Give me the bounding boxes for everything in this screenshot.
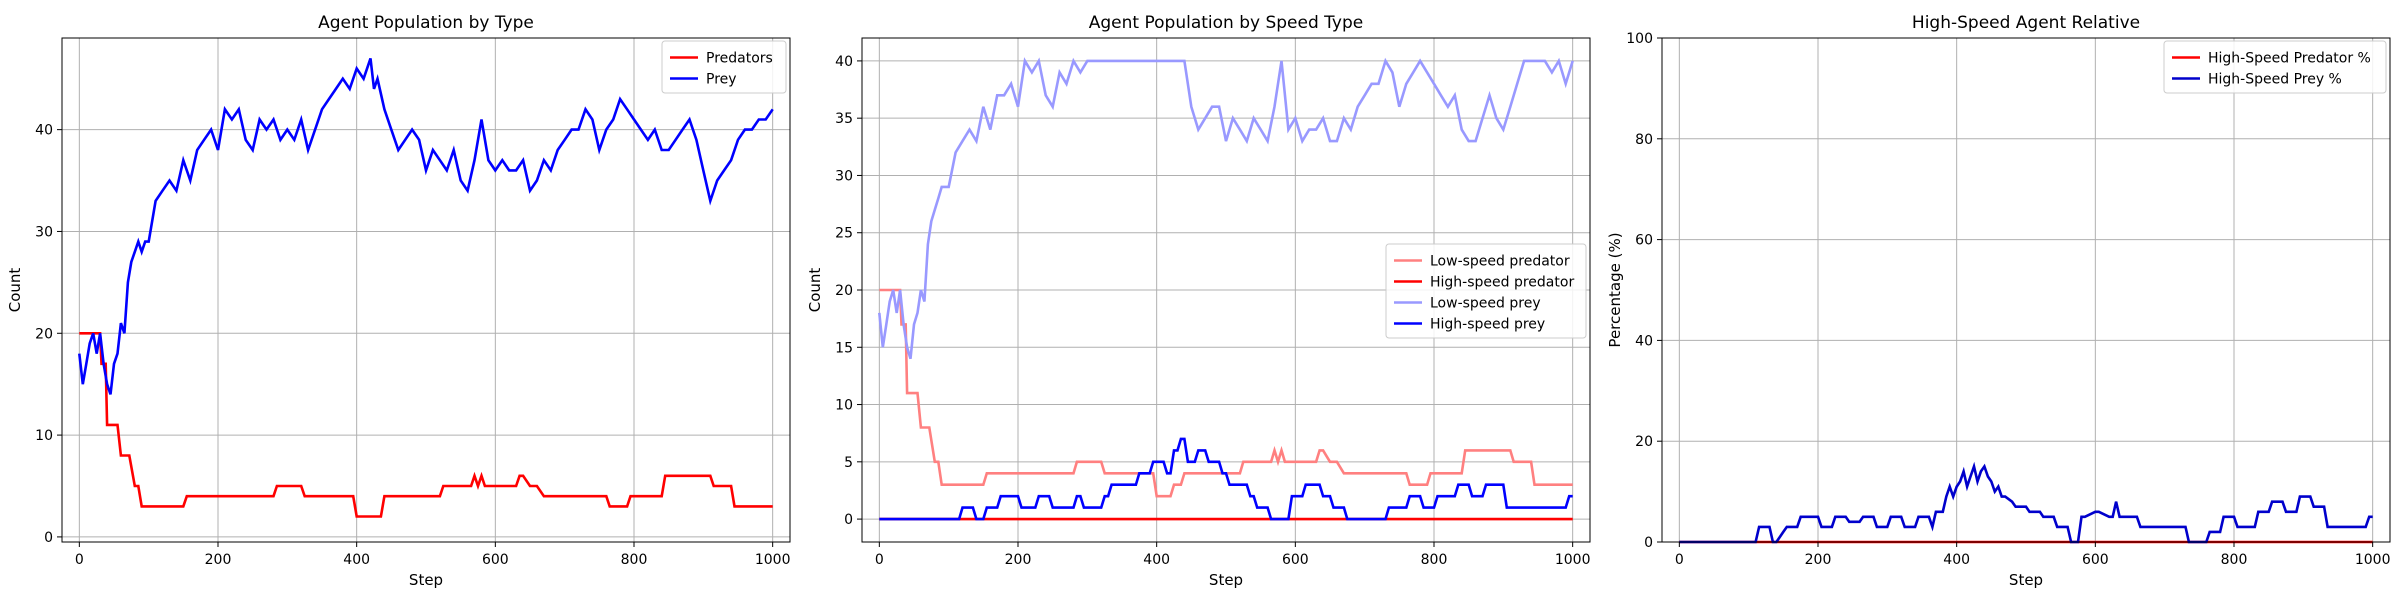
y-tick-label: 20 [35,326,53,342]
x-tick-label: 600 [2082,552,2109,568]
plot-frame [1661,37,2391,543]
y-tick-label: 20 [835,283,853,299]
legend-label: Low-speed prey [1430,296,1541,312]
x-tick-label: 0 [1675,552,1684,568]
y-tick-label: 40 [835,54,853,70]
x-tick-label: 0 [875,552,884,568]
series-line-3 [879,437,1573,521]
y-tick-label: 80 [1635,132,1653,148]
x-tick-label: 800 [1421,552,1448,568]
x-tick-label: 1000 [755,552,791,568]
y-tick-label: 0 [44,530,53,546]
x-tick-label: 400 [1943,552,1970,568]
x-tick-label: 1000 [1555,552,1591,568]
x-tick-label: 200 [1005,552,1032,568]
legend-box [1385,243,1587,339]
y-tick-label: 10 [35,428,53,444]
y-tick-label: 0 [844,512,853,528]
y-tick-label: 30 [35,224,53,240]
legend-label: High-speed predator [1430,275,1574,291]
plot-frame [61,37,791,543]
chart-title: High-Speed Agent Relative [1912,13,2140,33]
y-axis-label: Percentage (%) [1606,232,1624,347]
y-tick-label: 100 [1626,31,1653,47]
series-line-1 [78,57,774,395]
legend-label: Predators [706,51,773,67]
legend-label: High-Speed Predator % [2208,51,2371,67]
x-axis-label: Step [1209,571,1243,589]
y-tick-label: 60 [1635,233,1653,249]
x-tick-label: 600 [1282,552,1309,568]
y-tick-label: 35 [835,111,853,127]
series-line-2 [878,57,1574,360]
x-tick-label: 800 [2221,552,2248,568]
y-axis-label: Count [6,268,24,313]
x-tick-label: 1000 [2355,552,2391,568]
series-line-0 [879,288,1573,498]
chart-title: Agent Population by Type [318,13,534,33]
y-tick-label: 5 [844,455,853,471]
legend-box [661,40,787,94]
y-tick-label: 30 [835,168,853,184]
y-tick-label: 10 [835,398,853,414]
x-axis-label: Step [2009,571,2043,589]
y-axis-label: Count [806,268,824,313]
x-tick-label: 400 [1143,552,1170,568]
x-tick-label: 400 [343,552,370,568]
series-line-0 [79,332,773,518]
legend-label: High-Speed Prey % [2208,72,2342,88]
y-tick-label: 40 [35,123,53,139]
x-tick-label: 800 [621,552,648,568]
y-tick-label: 15 [835,340,853,356]
y-tick-label: 0 [1644,535,1653,551]
chart-title: Agent Population by Speed Type [1089,13,1363,33]
legend-box [2163,40,2387,94]
x-tick-label: 0 [75,552,84,568]
legend-label: Prey [706,72,737,88]
series-line-1 [1679,461,2373,544]
x-tick-label: 200 [205,552,232,568]
y-tick-label: 25 [835,226,853,242]
x-tick-label: 200 [1805,552,1832,568]
plot-area [62,38,790,542]
x-tick-label: 600 [482,552,509,568]
x-axis-label: Step [409,571,443,589]
y-tick-label: 20 [1635,434,1653,450]
plot-area [1662,38,2390,542]
legend-label: High-speed prey [1430,317,1545,333]
y-tick-label: 40 [1635,333,1653,349]
legend-label: Low-speed predator [1430,254,1570,270]
